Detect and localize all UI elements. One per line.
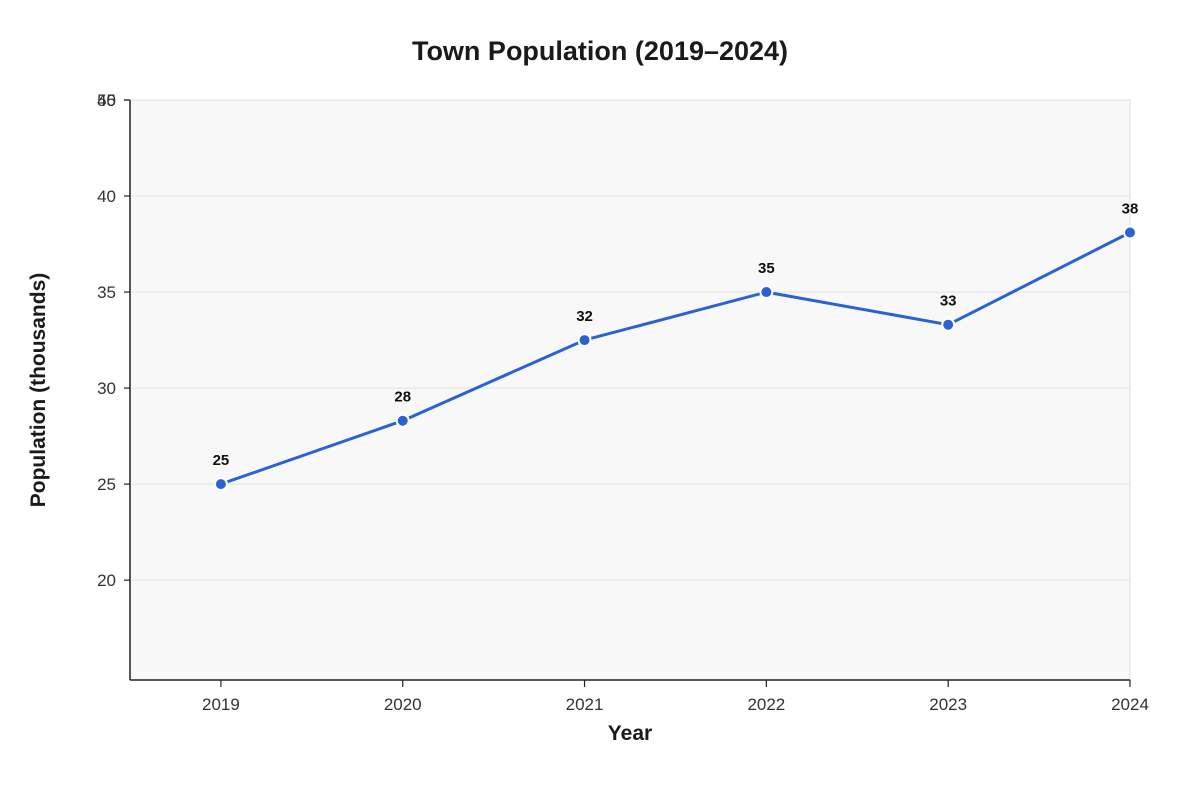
- data-label: 28: [394, 389, 411, 406]
- gridlines: [130, 195, 1130, 581]
- y-tick-label: 20: [97, 571, 116, 590]
- y-tick-label: 25: [97, 475, 116, 494]
- data-point: [213, 477, 228, 492]
- series-group: 25 28 32 35 33 38: [213, 201, 1139, 492]
- axes: [129, 100, 1130, 681]
- data-point: [1123, 225, 1137, 240]
- data-point: [759, 285, 774, 300]
- data-label: 25: [213, 452, 230, 469]
- x-tick-label: 2023: [929, 695, 967, 714]
- y-tick-label: 35: [97, 283, 116, 302]
- x-tick-label: 2020: [384, 695, 422, 714]
- chart-title: Town Population (2019–2024): [412, 36, 788, 66]
- y-axis-label: Population (thousands): [27, 273, 50, 507]
- data-label: 33: [940, 293, 957, 310]
- plot-area-background: [129, 99, 1131, 681]
- data-label: 35: [758, 260, 775, 277]
- data-point: [395, 413, 410, 428]
- y-tick-label: 30: [97, 379, 116, 398]
- x-axis-label: Year: [608, 722, 652, 745]
- x-tick-label: 2024: [1111, 695, 1149, 714]
- data-point: [577, 333, 592, 348]
- x-tick-label: 2021: [566, 695, 604, 714]
- x-axis-ticks: 2019 2020 2021 2022 2023 2024: [202, 680, 1149, 714]
- data-label: 32: [576, 308, 593, 325]
- x-tick-label: 2022: [747, 695, 785, 714]
- data-point: [941, 317, 956, 332]
- y-tick-label: 45: [97, 91, 116, 110]
- y-tick-label: 50: [97, 91, 116, 110]
- series-line: [219, 231, 1132, 486]
- data-label: 38: [1122, 201, 1139, 218]
- y-tick-label: 40: [97, 187, 116, 206]
- x-tick-label: 2019: [202, 695, 240, 714]
